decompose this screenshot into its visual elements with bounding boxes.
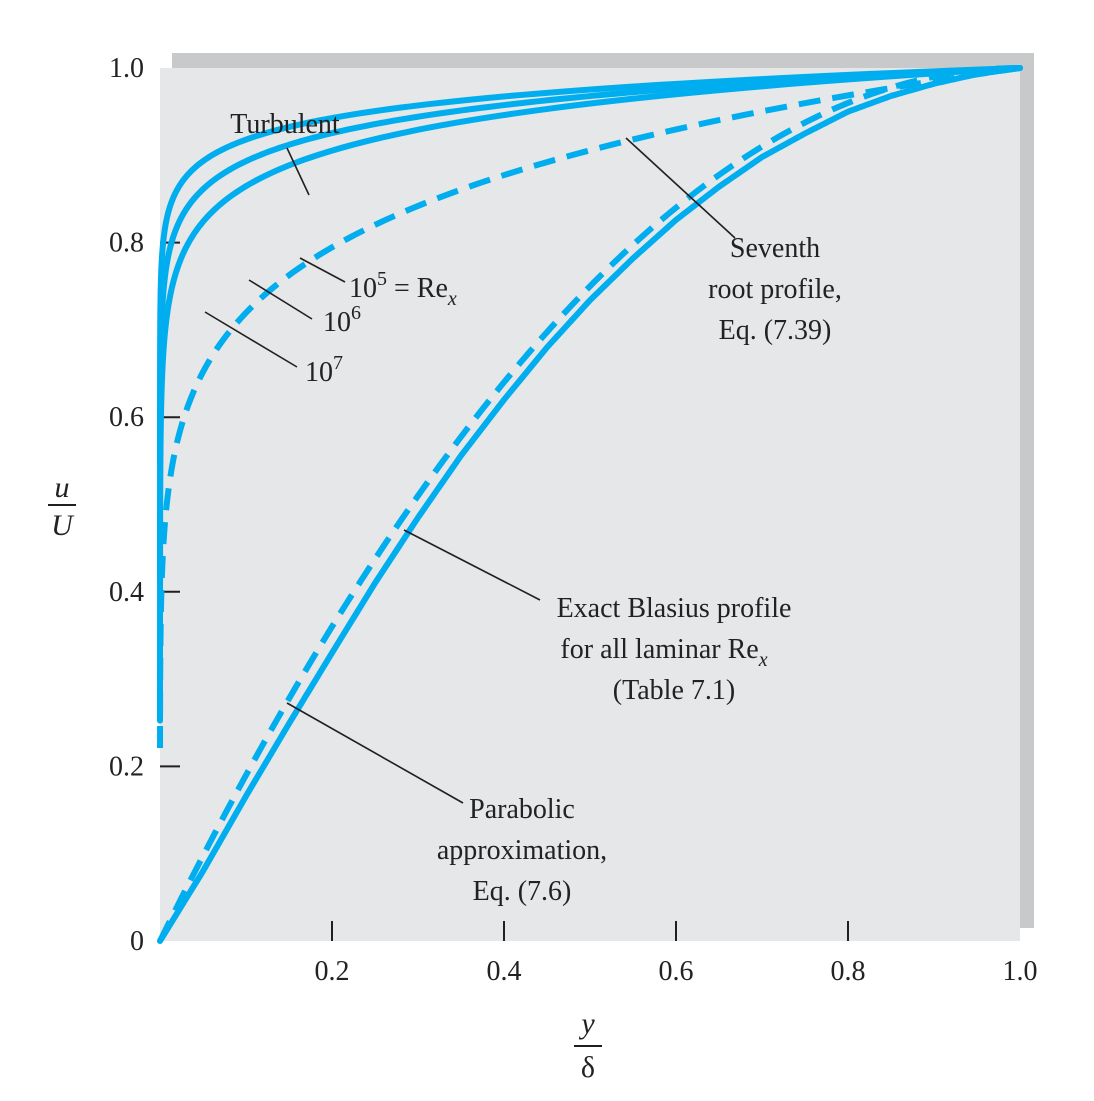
y-axis-label-denominator: U [51, 509, 75, 542]
annotation-parabolic-line3: Eq. (7.6) [473, 876, 572, 907]
annotation-re-1e5-exponent: 5 [377, 268, 387, 290]
annotation-re-1e6: 106 [323, 302, 361, 338]
leader-re-1e5 [299, 257, 346, 283]
series-seventh-root [157, 65, 1021, 751]
annotation-re-1e7: 107 [305, 352, 343, 388]
x-axis-label-denominator: δ [581, 1051, 595, 1084]
x-axis-label-numerator: y [578, 1007, 595, 1040]
annotation-parabolic-line1: Parabolic [469, 794, 575, 825]
annotation-blasius-line2-text: for all laminar Re [560, 634, 758, 665]
y-tick-label: 0.6 [109, 402, 144, 433]
annotation-parabolic-line2: approximation, [437, 835, 607, 866]
leader-seventh-root [625, 137, 736, 239]
x-tick-label: 0.6 [659, 956, 694, 987]
y-tick-label: 0.2 [109, 751, 144, 782]
x-tick-label: 0.4 [487, 956, 522, 987]
y-tick-label: 1.0 [109, 53, 144, 84]
y-axis-label: u U [48, 471, 76, 542]
axis-ticks: 0 0.2 0.4 0.6 0.8 1.0 0.2 0.4 0.6 0.8 1.0 [109, 53, 1038, 987]
y-tick-label: 0 [130, 926, 144, 957]
annotation-seventh-root-line2: root profile, [708, 274, 842, 305]
leader-parabolic [286, 702, 464, 804]
annotation-re-1e5-base: 10 [349, 273, 377, 304]
annotation-re-1e6-exponent: 6 [351, 302, 361, 324]
y-tick-label: 0.4 [109, 577, 144, 608]
x-axis-label: y δ [574, 1007, 602, 1084]
annotation-re-1e5: 105 = Rex [349, 268, 457, 310]
x-tick-label: 0.2 [315, 956, 350, 987]
series-group [157, 65, 1023, 944]
leader-re-1e6 [248, 279, 313, 320]
annotation-blasius-line1: Exact Blasius profile [557, 593, 792, 624]
annotation-re-1e7-exponent: 7 [333, 352, 343, 374]
leader-turbulent [286, 147, 310, 196]
y-axis-label-numerator: u [55, 471, 70, 504]
x-tick-label: 0.8 [831, 956, 866, 987]
leader-blasius [403, 529, 541, 601]
x-tick-label: 1.0 [1003, 956, 1038, 987]
annotation-re-1e5-suffix: = Re [387, 273, 448, 304]
annotation-turbulent: Turbulent [230, 109, 340, 140]
plot-panel [160, 68, 1020, 941]
series-exact-blasius [157, 65, 1023, 944]
annotation-re-1e7-base: 10 [305, 357, 333, 388]
annotation-re-1e6-base: 10 [323, 307, 351, 338]
y-tick-label: 0.8 [109, 228, 144, 259]
series-parabolic-approximation [157, 65, 1021, 943]
annotation-blasius-line2-subscript: x [758, 649, 768, 671]
leader-lines [204, 137, 736, 804]
annotation-seventh-root-line1: Seventh [730, 233, 820, 264]
leader-re-1e7 [204, 311, 298, 368]
annotation-re-1e5-subscript: x [447, 288, 457, 310]
annotation-blasius-line3: (Table 7.1) [613, 675, 735, 706]
annotation-blasius-line2: for all laminar Rex [560, 634, 767, 671]
annotation-seventh-root-line3: Eq. (7.39) [719, 315, 832, 346]
